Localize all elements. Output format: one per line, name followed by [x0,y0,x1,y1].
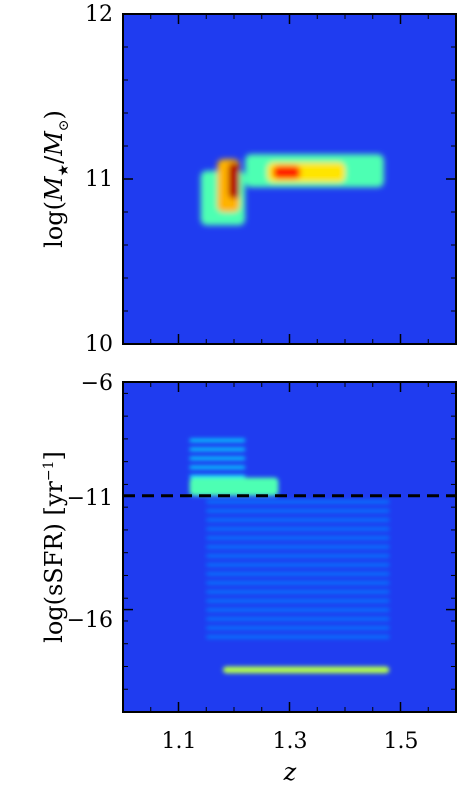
bottom-density-stripe [189,474,246,478]
bottom-density-stripe [206,554,390,558]
bottom-density-stripe [206,500,390,504]
top-ytick-label-12: 12 [85,2,113,27]
bottom-density-stripe [206,509,390,513]
bottom-density-stripe [206,635,390,639]
top-ytick-label-10: 10 [85,332,113,357]
bottom-density-stripe [206,545,390,549]
xtick-label-1-3: 1.3 [273,729,308,754]
top-ticks [122,13,457,345]
bottom-density-stripe [206,599,390,603]
bottom-density-stripe [206,581,390,585]
bottom-density-stripe [206,518,390,522]
bottom-ticks [122,381,457,713]
bottom-ytick-label-minus-11: −11 [67,486,113,511]
bottom-density-layer [189,438,390,674]
bottom-density-stripe [189,438,246,442]
xtick-label-1-1: 1.1 [162,729,197,754]
top-density-region [272,165,301,179]
bottom-density-stripe [206,617,390,621]
top-density-layer [200,154,384,226]
bottom-density-stripe [189,447,246,451]
top-ytick-label-11: 11 [85,167,113,192]
bottom-density-band [222,666,390,674]
bottom-panel: −6 −11 −16 1.1 1.3 1.5 log(sSFR) [yr−1] … [40,371,457,786]
bottom-density-stripe [206,536,390,540]
bottom-ylabel: log(sSFR) [yr−1] [40,451,68,643]
bottom-density-stripe [206,572,390,576]
bottom-density-stripe [206,563,390,567]
bottom-density-band [189,477,279,496]
bottom-ytick-label-minus-16: −16 [67,608,113,633]
bottom-density-stripe [206,527,390,531]
bottom-ytick-label-minus-6: −6 [81,371,113,396]
bottom-density-stripe [206,608,390,612]
top-panel: 10 11 12 log(M★/M⊙) [40,2,457,357]
bottom-density-stripe [206,626,390,630]
top-ylabel: log(M★/M⊙) [40,110,72,248]
x-axis-label: z [283,758,297,786]
xtick-label-1-5: 1.5 [384,729,419,754]
bottom-density-stripe [189,465,246,469]
bottom-density-stripe [189,456,246,460]
bottom-density-stripe [206,590,390,594]
top-density-region [228,162,240,199]
